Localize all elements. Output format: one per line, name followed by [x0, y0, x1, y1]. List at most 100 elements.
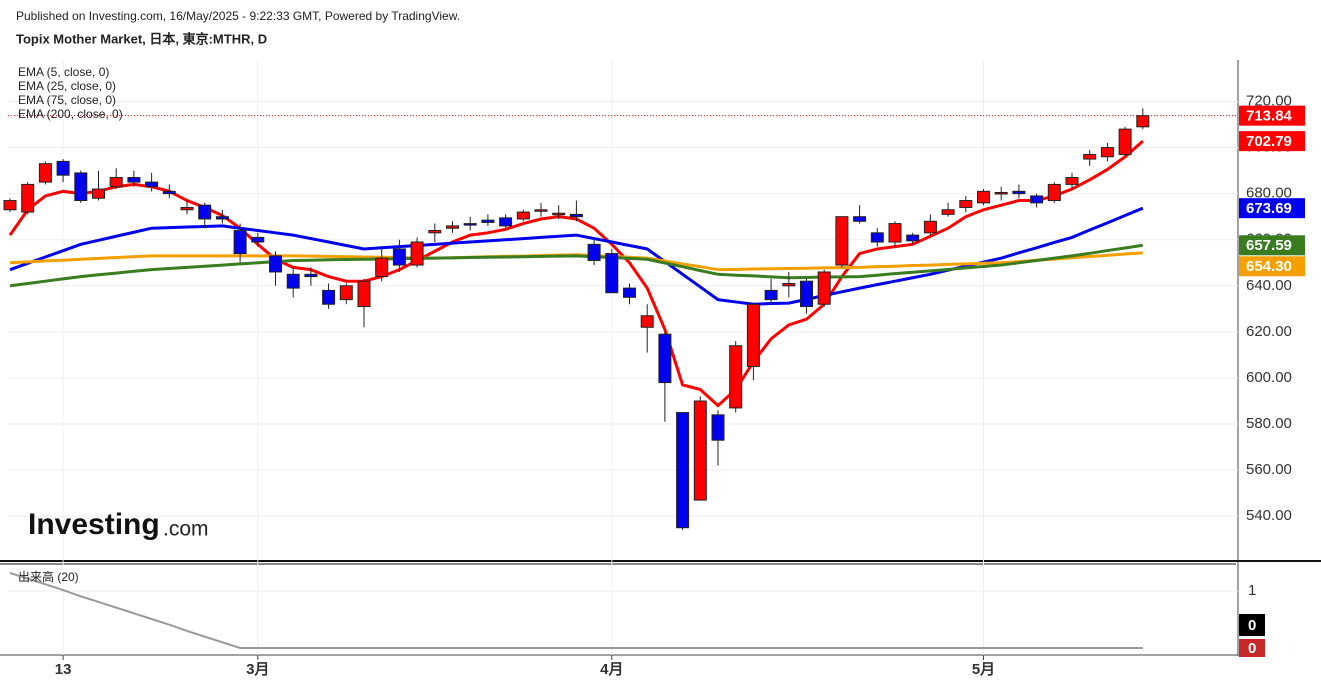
price-label-box — [1239, 235, 1305, 256]
candle-body — [534, 209, 548, 212]
ema-line — [8, 140, 1144, 408]
candle-body — [729, 345, 743, 409]
candle-body — [375, 257, 389, 278]
candle-body — [658, 333, 672, 384]
published-note: Published on Investing.com, 16/May/2025 … — [16, 9, 460, 23]
legend-entry: EMA (200, close, 0) — [18, 107, 123, 121]
candle-body — [74, 172, 88, 202]
volume-ma-label: 0 — [1248, 640, 1256, 657]
volume-title: 出来高 (20) — [18, 569, 79, 584]
candle-body — [499, 217, 513, 227]
candle-body — [711, 414, 725, 441]
logo: Investing — [28, 508, 160, 541]
candle-body — [941, 209, 955, 215]
candle-body — [92, 188, 105, 199]
candle-body — [109, 177, 123, 188]
y-tick-label: 560.00 — [1246, 461, 1292, 478]
y-tick-label: 1 — [1248, 582, 1256, 599]
candle-body — [569, 213, 583, 218]
candle-body — [587, 243, 601, 261]
candle-body — [888, 223, 902, 243]
x-tick-label: 4月 — [600, 661, 623, 678]
chart-title: Topix Mother Market, 日本, 東京:MTHR, D — [16, 31, 267, 46]
y-tick-label: 540.00 — [1246, 507, 1292, 524]
volume-ma-line — [9, 572, 1143, 649]
candle-body — [1065, 177, 1079, 185]
price-label: 657.59 — [1246, 237, 1292, 254]
x-tick-label: 13 — [55, 661, 72, 678]
candle-body — [746, 303, 760, 367]
candle-body — [977, 190, 990, 204]
price-label: 702.79 — [1246, 133, 1292, 150]
price-label-box — [1239, 256, 1305, 277]
candle-body — [1030, 195, 1044, 204]
candle-body — [516, 211, 530, 220]
x-tick-label: 5月 — [972, 661, 995, 678]
candle-body — [623, 287, 636, 298]
volume-label: 0 — [1248, 617, 1256, 634]
candle-body — [339, 285, 353, 301]
x-tick-label: 3月 — [246, 661, 269, 678]
candle-body — [1047, 183, 1061, 202]
candle-body — [198, 204, 212, 220]
candle-body — [923, 220, 937, 234]
y-tick-label: 680.00 — [1246, 185, 1292, 202]
legend-entry: EMA (75, close, 0) — [18, 93, 116, 107]
candle-body — [180, 206, 194, 211]
candle-body — [1136, 115, 1150, 128]
candle-body — [906, 234, 920, 242]
y-tick-label: 620.00 — [1246, 323, 1292, 340]
candle-body — [605, 253, 619, 294]
candle-body — [959, 200, 973, 208]
candle-body — [640, 315, 654, 328]
candle-body — [1083, 153, 1097, 160]
candle-body — [676, 412, 690, 529]
candle-body — [835, 216, 849, 266]
price-label-box — [1239, 131, 1305, 152]
legend-entry: EMA (5, close, 0) — [18, 65, 109, 79]
candle-body — [162, 190, 176, 195]
candle-body — [817, 271, 831, 305]
candle-body — [693, 400, 707, 501]
volume-label-box — [1239, 614, 1265, 636]
candle-body — [38, 163, 52, 183]
candle-body — [800, 280, 813, 308]
candle-body — [322, 289, 336, 305]
candle-body — [286, 273, 300, 289]
candle-body — [145, 181, 159, 188]
candle-body — [304, 273, 318, 278]
candle-body — [3, 200, 17, 211]
candle-body — [1100, 147, 1114, 158]
candle-body — [1012, 190, 1026, 195]
y-tick-label: 720.00 — [1246, 92, 1292, 109]
candle-body — [251, 236, 265, 243]
candle-body — [1118, 128, 1132, 155]
candle-body — [764, 289, 778, 301]
candle-body — [463, 223, 477, 226]
y-tick-label: 580.00 — [1246, 415, 1292, 432]
logo-suffix: .com — [163, 518, 209, 541]
candle-body — [446, 225, 459, 229]
candle-body — [481, 219, 495, 223]
candle-body — [428, 230, 442, 234]
candle-body — [782, 283, 796, 287]
candle-body — [357, 280, 371, 308]
y-tick-label: 600.00 — [1246, 369, 1292, 386]
candle-body — [56, 160, 70, 176]
candle-body — [552, 212, 566, 216]
candle-body — [127, 177, 141, 183]
price-label: 673.69 — [1246, 200, 1292, 217]
y-tick-label: 640.00 — [1246, 277, 1292, 294]
candle-body — [269, 255, 282, 273]
candle-body — [994, 191, 1008, 195]
price-label: 654.30 — [1246, 258, 1292, 275]
candle-body — [870, 232, 884, 243]
candle-body — [215, 216, 229, 220]
candle-body — [410, 241, 424, 266]
candle-body — [853, 216, 867, 222]
price-label-box — [1239, 198, 1305, 219]
candle-body — [21, 183, 35, 213]
legend-entry: EMA (25, close, 0) — [18, 79, 116, 93]
candle-body — [233, 230, 247, 255]
